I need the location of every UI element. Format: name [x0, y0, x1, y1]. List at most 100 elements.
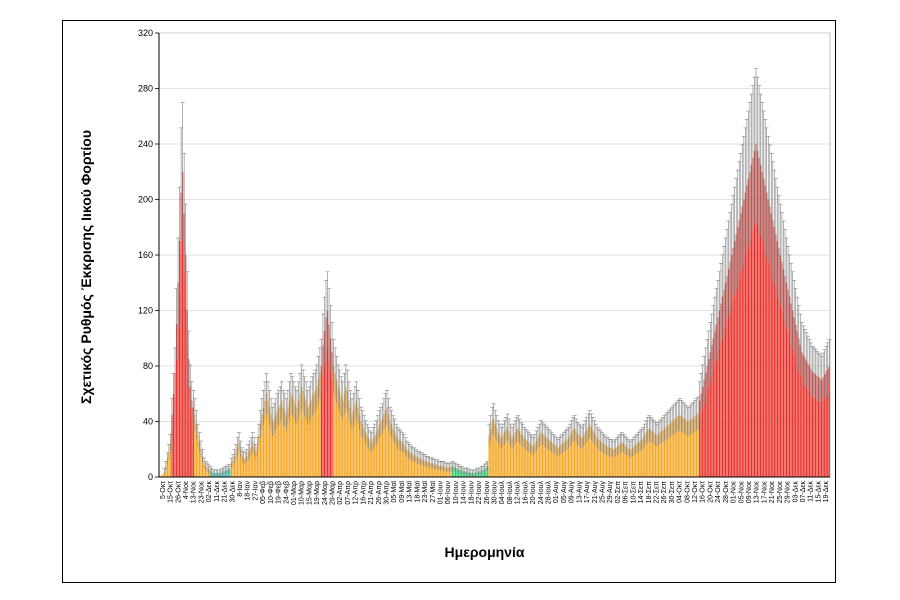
bar — [708, 359, 710, 477]
bar — [769, 206, 771, 477]
bar — [706, 366, 708, 477]
x-tick-label: 30-Απρ — [384, 481, 391, 505]
bar — [442, 465, 445, 477]
bar — [764, 185, 766, 477]
bar — [307, 407, 309, 477]
bar — [793, 317, 795, 477]
bar — [525, 439, 527, 477]
x-tick-label: 27-Ιαν — [252, 481, 259, 501]
bar — [272, 421, 274, 477]
bar — [336, 379, 338, 477]
x-tick-label: 26-Ιουν — [484, 481, 491, 505]
bar — [354, 404, 356, 477]
bar — [767, 199, 769, 477]
bar — [790, 303, 792, 477]
bar — [182, 171, 184, 477]
bar — [647, 429, 649, 477]
bar — [727, 268, 730, 477]
bar — [535, 440, 538, 477]
bar — [227, 468, 229, 477]
x-tick-label: 10-Σεπ — [630, 481, 637, 504]
bar — [177, 282, 179, 477]
bar — [557, 447, 559, 477]
bar — [792, 310, 794, 477]
bar — [418, 457, 420, 477]
x-tick-label: 09-Μαϊ — [399, 481, 406, 503]
bar — [258, 435, 260, 477]
bar — [432, 463, 434, 477]
bar — [702, 386, 704, 477]
bar — [403, 443, 405, 477]
bar — [496, 428, 498, 477]
bar — [383, 414, 385, 477]
bar — [695, 414, 698, 477]
x-tick-label: 08-Ιουλ — [507, 481, 514, 505]
bar — [436, 464, 438, 477]
bar — [827, 368, 829, 477]
bar — [160, 475, 162, 477]
bar — [363, 428, 365, 477]
x-tick-label: 01-Μαρ — [291, 481, 298, 505]
y-tick-label: 320 — [138, 28, 153, 38]
y-tick-label: 240 — [138, 139, 153, 149]
bar — [328, 324, 330, 477]
bar — [398, 439, 400, 477]
bar — [528, 442, 530, 477]
bar — [631, 447, 634, 477]
bar — [485, 467, 487, 477]
bar — [540, 432, 542, 477]
x-tick-label: 15-Οκτ — [168, 481, 175, 503]
bar — [445, 467, 448, 477]
bar — [534, 443, 536, 477]
x-tick-label: 22-Ιουν — [476, 481, 483, 505]
x-tick-label: 12-Ιουλ — [515, 481, 522, 505]
bar — [300, 386, 303, 477]
bar — [185, 255, 187, 477]
bar — [195, 424, 197, 477]
bar — [293, 400, 295, 477]
bar — [750, 164, 753, 477]
x-tick-label: 05-Αυγ — [561, 481, 568, 504]
x-tick-label: 21-Νοε — [769, 481, 776, 503]
bar — [194, 414, 196, 477]
bar — [331, 352, 333, 477]
bar — [340, 396, 342, 477]
bar — [189, 386, 191, 477]
bar — [166, 458, 168, 477]
x-tick-label: 04-Ιουλ — [499, 481, 506, 505]
bar — [644, 435, 646, 477]
bar — [721, 296, 724, 477]
bar — [592, 429, 594, 477]
bar — [715, 324, 717, 477]
bar — [439, 465, 441, 477]
x-tick-label: 20-Οκτ — [707, 481, 714, 503]
bar — [509, 435, 512, 477]
bar — [188, 359, 190, 477]
x-tick-label: 25-Νοε — [777, 481, 784, 503]
bar — [265, 393, 268, 477]
bar — [337, 386, 339, 477]
bar — [817, 377, 820, 477]
x-tick-label: 03-Δεκ — [792, 481, 799, 503]
bar — [654, 433, 656, 477]
x-tick-label: 26-Σεπ — [661, 481, 668, 504]
bar — [753, 150, 756, 477]
bar — [776, 241, 778, 477]
bar — [282, 407, 284, 477]
bar — [305, 400, 307, 477]
bar — [502, 435, 504, 477]
y-tick-label: 160 — [138, 250, 153, 260]
bar — [616, 446, 618, 477]
bar — [409, 452, 411, 477]
bar — [197, 435, 199, 477]
x-tick-label: 16-Οκτ — [700, 481, 707, 503]
bar — [674, 418, 676, 477]
bar — [602, 443, 605, 477]
x-tick-label: 23-Νοε — [198, 481, 205, 503]
bar — [233, 456, 236, 477]
x-tick-label: 26-Οκτ — [175, 481, 182, 503]
bar — [352, 410, 355, 477]
bar — [529, 443, 531, 477]
bar — [561, 443, 563, 477]
bar — [291, 396, 294, 477]
